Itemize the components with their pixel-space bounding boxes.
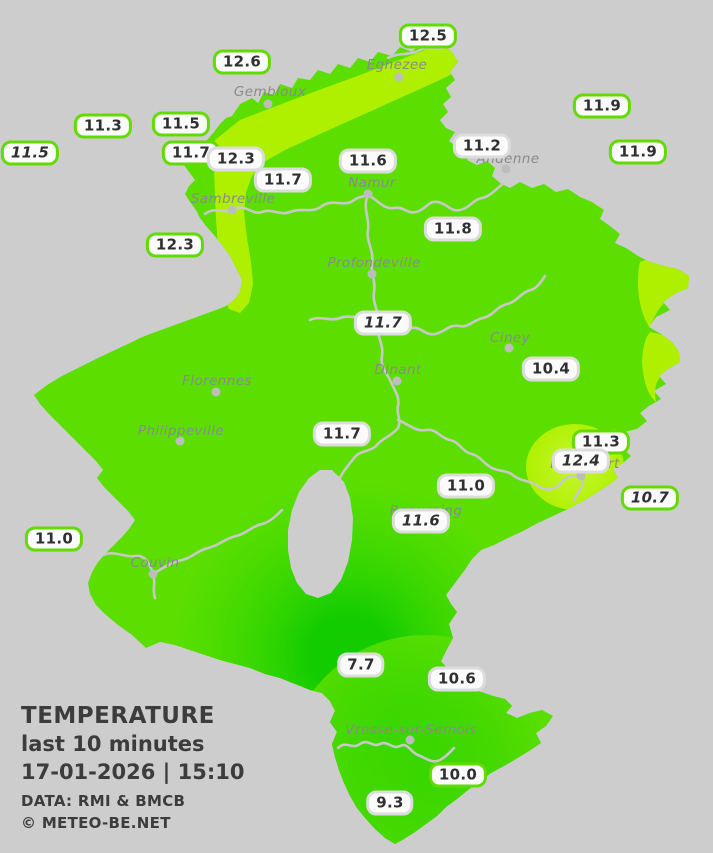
river-meuse-south xyxy=(336,193,401,484)
temperature-badge: 12.3 xyxy=(145,232,205,258)
city-label: Ciney xyxy=(489,330,531,346)
temperature-badge: 11.8 xyxy=(423,216,483,242)
city-label: Namur xyxy=(348,175,396,191)
temperature-badge: 12.5 xyxy=(398,23,458,49)
river-lesse xyxy=(396,418,585,502)
data-source-credit: DATA: RMI & BMCB xyxy=(21,792,186,810)
temperature-badge: 12.6 xyxy=(212,49,272,75)
city-label: Eghezee xyxy=(366,57,428,73)
temperature-badge: 11.7 xyxy=(353,310,413,336)
region-warm-east-patch-1 xyxy=(638,258,689,328)
temperature-badge: 11.9 xyxy=(572,93,632,119)
temperature-badge: 11.5 xyxy=(151,111,211,137)
city-dot xyxy=(394,72,404,82)
city-dot xyxy=(227,205,237,215)
map-datetime: 17-01-2026 | 15:10 xyxy=(21,760,245,784)
city-label: Sambreville xyxy=(190,191,276,207)
city-label: Florennes xyxy=(182,373,252,389)
temperature-badge: 9.3 xyxy=(366,790,414,816)
river-eau-noire xyxy=(101,508,284,600)
city-label: Philippeville xyxy=(137,423,225,439)
temperature-badge: 10.0 xyxy=(428,762,488,788)
temperature-badge: 11.3 xyxy=(571,429,631,455)
temperature-badge: 10.6 xyxy=(427,666,487,692)
city-label: Gembloux xyxy=(233,84,307,100)
city-label: Couvin xyxy=(130,555,180,571)
temperature-badge: 10.7 xyxy=(620,485,680,511)
city-dot xyxy=(363,189,373,199)
city-label: Profondeville xyxy=(327,255,421,271)
city-dot xyxy=(211,387,221,397)
temperature-badge: 11.0 xyxy=(436,473,496,499)
city-dot xyxy=(501,164,511,174)
temperature-badge: 11.9 xyxy=(608,139,668,165)
region-cool-bottom xyxy=(285,635,565,844)
temperature-badge: 11.6 xyxy=(391,508,451,534)
givet-gray-pocket xyxy=(288,470,353,598)
temperature-badge: 11.7 xyxy=(312,421,372,447)
title-block: TEMPERATURE last 10 minutes 17-01-2026 |… xyxy=(21,703,244,832)
temperature-badge: 11.0 xyxy=(24,526,84,552)
map-subtitle: last 10 minutes xyxy=(21,732,205,756)
temperature-badge: 12.4 xyxy=(551,448,611,474)
city-dot xyxy=(263,99,273,109)
temperature-badge: 10.4 xyxy=(521,356,581,382)
river-mehaigne xyxy=(386,46,446,60)
temperature-badge: 11.7 xyxy=(253,167,313,193)
temperature-badge: 11.3 xyxy=(73,113,133,139)
city-label: Vresse-sur-Semois xyxy=(345,722,477,738)
river-semois xyxy=(336,740,456,763)
temperature-badge: 7.7 xyxy=(337,652,385,678)
city-dot xyxy=(405,735,415,745)
temperature-badge: 11.5 xyxy=(0,140,60,166)
city-dot xyxy=(576,471,586,481)
temperature-badge: 12.3 xyxy=(206,146,266,172)
copyright-credit: © METEO-BE.NET xyxy=(21,814,171,832)
city-dot xyxy=(504,343,514,353)
city-dot xyxy=(392,376,402,386)
region-warm-east-patch-2 xyxy=(642,332,686,402)
city-dot xyxy=(175,436,185,446)
city-dot xyxy=(367,269,377,279)
city-label: Dinant xyxy=(374,362,422,378)
temperature-badge: 11.2 xyxy=(452,133,512,159)
map-title: TEMPERATURE xyxy=(21,703,215,729)
temperature-badge: 11.6 xyxy=(338,148,398,174)
city-dot xyxy=(148,569,158,579)
